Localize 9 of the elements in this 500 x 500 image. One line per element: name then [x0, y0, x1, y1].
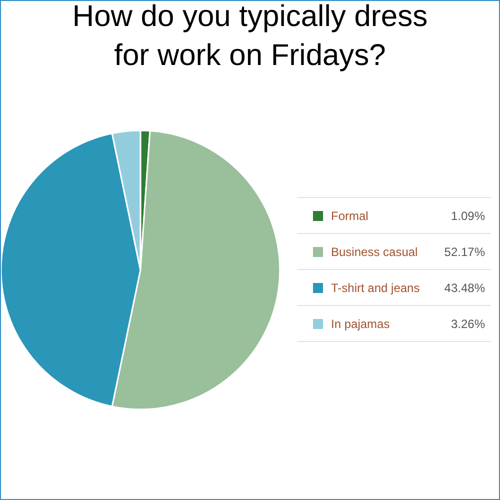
data-label: 3.26% — [450, 316, 485, 330]
data-label: 52.17% — [444, 244, 485, 258]
chart-title: How do you typically dress for work on Fridays? — [72, 0, 428, 72]
legend-label: T-shirt and jeans — [331, 280, 421, 294]
legend-label: Formal — [331, 208, 370, 222]
data-label: 1.09% — [450, 208, 485, 222]
legend-label: In pajamas — [331, 316, 391, 330]
legend-label: Business casual — [331, 244, 419, 258]
data-label: 43.48% — [444, 280, 485, 294]
